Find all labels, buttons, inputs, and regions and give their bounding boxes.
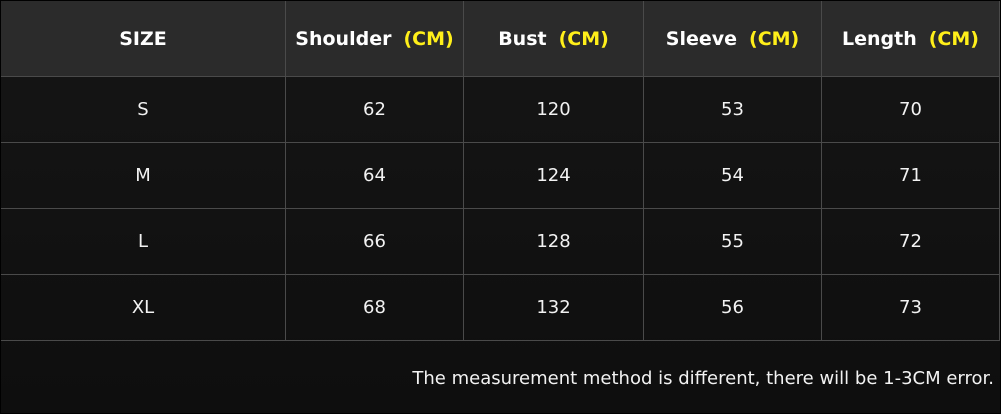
header-unit: (CM): [928, 27, 979, 50]
measure-cell: 124: [464, 143, 644, 209]
measure-cell: 53: [644, 77, 822, 143]
footnote: The measurement method is different, the…: [412, 368, 994, 389]
measure-cell: 66: [286, 209, 464, 275]
size-cell: L: [1, 209, 286, 275]
measure-cell: 62: [286, 77, 464, 143]
measure-cell: 128: [464, 209, 644, 275]
measure-cell: 132: [464, 275, 644, 341]
header-unit: (CM): [749, 27, 800, 50]
header-unit: (CM): [403, 27, 454, 50]
measure-cell: 72: [822, 209, 1000, 275]
header-label: Bust: [498, 27, 547, 50]
header-cell: Bust (CM): [464, 1, 644, 77]
header-cell: Sleeve (CM): [644, 1, 822, 77]
measure-cell: 70: [822, 77, 1000, 143]
header-unit: (CM): [558, 27, 609, 50]
measure-cell: 64: [286, 143, 464, 209]
measure-cell: 56: [644, 275, 822, 341]
size-cell: M: [1, 143, 286, 209]
measure-cell: 71: [822, 143, 1000, 209]
header-cell: Length (CM): [822, 1, 1000, 77]
header-label: Length: [842, 27, 917, 50]
header-cell: Shoulder (CM): [286, 1, 464, 77]
header-cell: SIZE: [1, 1, 286, 77]
measure-cell: 68: [286, 275, 464, 341]
size-cell: XL: [1, 275, 286, 341]
header-label: SIZE: [119, 27, 167, 50]
header-label: Shoulder: [295, 27, 392, 50]
measure-cell: 54: [644, 143, 822, 209]
measure-cell: 120: [464, 77, 644, 143]
size-cell: S: [1, 77, 286, 143]
header-label: Sleeve: [665, 27, 738, 50]
measure-cell: 55: [644, 209, 822, 275]
measure-cell: 73: [822, 275, 1000, 341]
